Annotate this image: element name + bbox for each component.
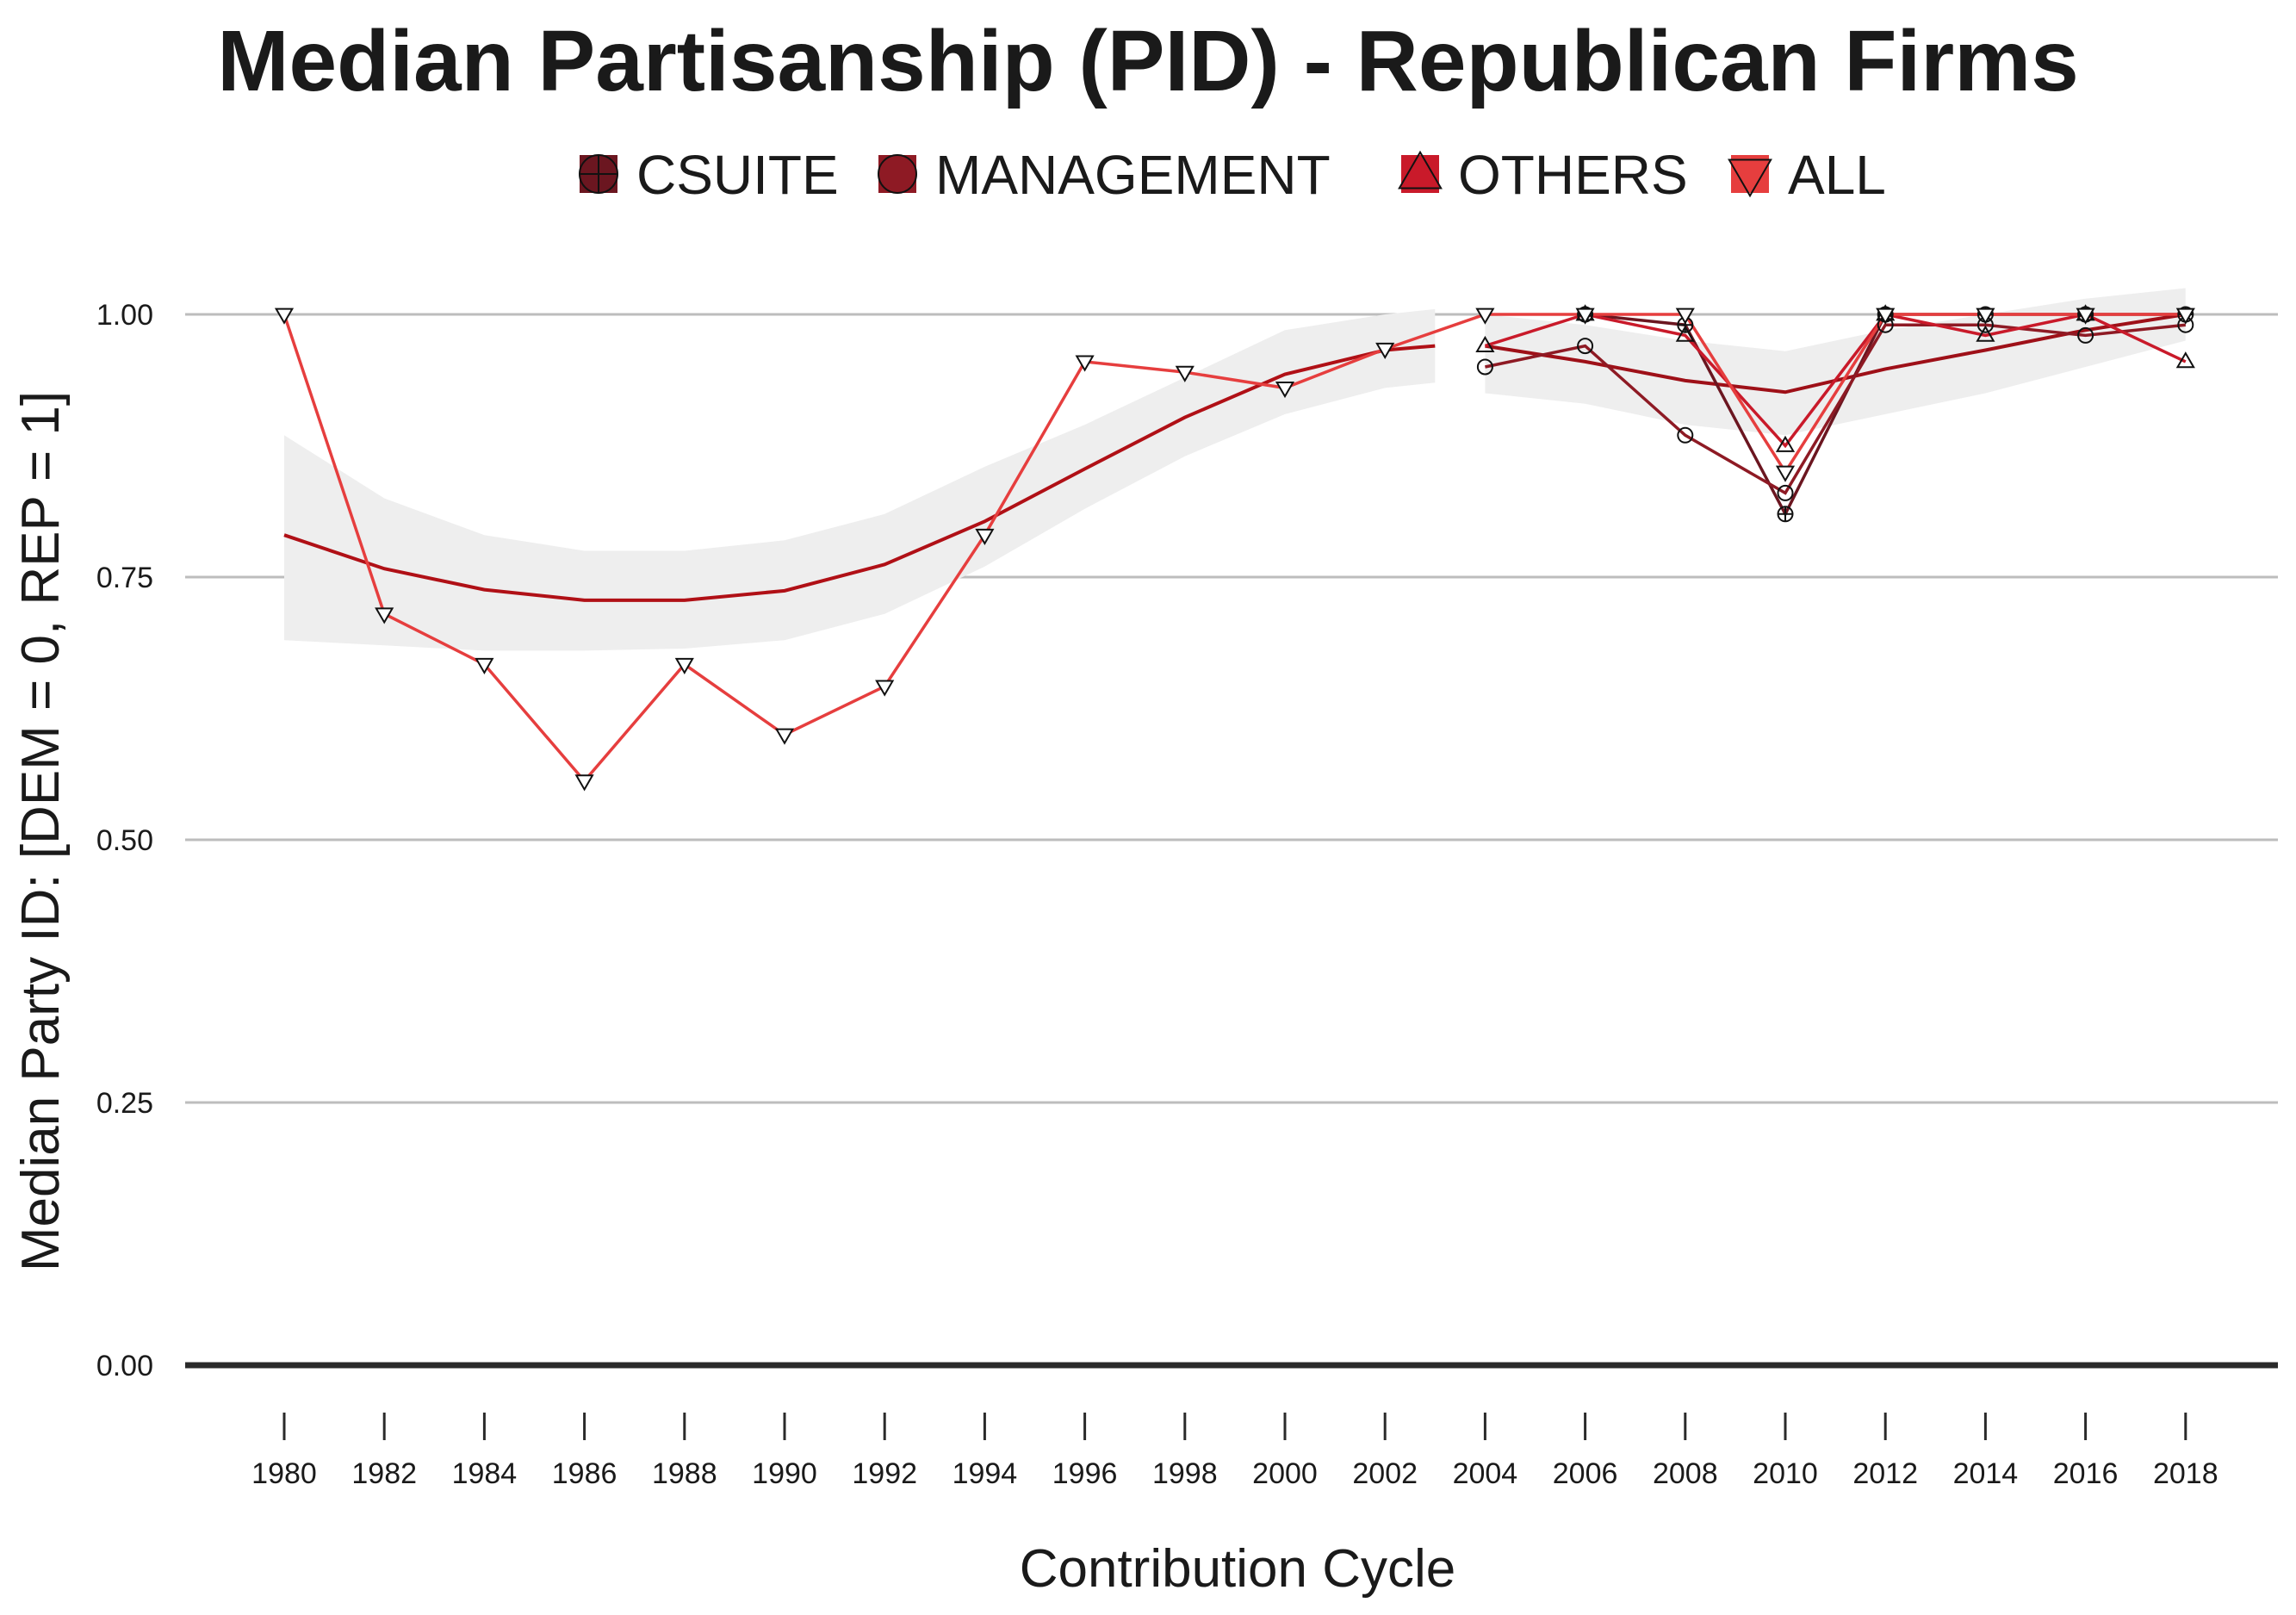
legend-label-csuite: CSUITE: [636, 144, 839, 206]
point-management: [1677, 426, 1694, 444]
smooth-bands: [284, 288, 2186, 651]
x-tick-label: 1986: [552, 1457, 617, 1490]
point-all: [875, 680, 895, 697]
y-tick-label: 0.75: [96, 562, 153, 594]
point-all: [1876, 307, 1896, 325]
x-tick-label: 1994: [953, 1457, 1018, 1490]
x-tick-label: 2016: [2053, 1457, 2119, 1490]
x-tick-label: 1988: [652, 1457, 717, 1490]
point-all: [274, 307, 295, 325]
y-axis-title: Median Party ID: [DEM = 0, REP = 1]: [11, 391, 71, 1271]
point-others: [1475, 335, 1495, 352]
point-management: [1476, 358, 1493, 376]
smooth-late-band: [1485, 288, 2186, 436]
legend-label-others: OTHERS: [1458, 144, 1688, 206]
point-all: [2175, 307, 2195, 325]
legend-swatch-management: [878, 155, 916, 193]
x-tick-label: 2006: [1553, 1457, 1618, 1490]
x-tick-label: 2008: [1653, 1457, 1718, 1490]
x-tick-label: 1984: [452, 1457, 518, 1490]
point-others: [2175, 351, 2195, 369]
x-axis-title: Contribution Cycle: [1020, 1539, 1456, 1599]
point-all: [1675, 307, 1695, 325]
series-others-line: [1484, 313, 2187, 449]
point-others: [1675, 325, 1695, 342]
x-tick-label: 2010: [1753, 1457, 1818, 1490]
y-axis-ticks: 0.00 0.25 0.50 0.75 1.00: [96, 299, 153, 1382]
y-tick-label: 1.00: [96, 299, 153, 332]
point-all: [1475, 307, 1495, 325]
legend-label-management: MANAGEMENT: [935, 144, 1331, 206]
point-management: [2077, 326, 2094, 344]
smooth-early-line: [283, 344, 1436, 602]
point-others: [1976, 325, 1995, 342]
point-others: [1775, 435, 1796, 452]
series-points: [274, 304, 2195, 792]
legend: CSUITE MANAGEMENT OTHERS ALL: [579, 144, 1886, 206]
x-tick-label: 1980: [251, 1457, 317, 1490]
x-tick-label: 1998: [1152, 1457, 1218, 1490]
point-all: [574, 774, 594, 792]
legend-marker-others: [1398, 150, 1443, 189]
point-all: [774, 728, 795, 745]
x-tick-label: 1990: [752, 1457, 817, 1490]
point-all: [1375, 342, 1395, 360]
point-management: [1577, 338, 1594, 355]
point-all: [674, 657, 694, 675]
legend-marker-all: [1728, 158, 1772, 198]
x-tick-label: 2012: [1852, 1457, 1918, 1490]
x-tick-label: 2004: [1453, 1457, 1518, 1490]
point-all: [375, 607, 394, 624]
point-all: [2076, 307, 2095, 325]
x-tick-label: 2018: [2153, 1457, 2218, 1490]
y-tick-label: 0.50: [96, 824, 153, 857]
point-management: [1777, 484, 1794, 501]
y-tick-label: 0.00: [96, 1350, 153, 1382]
chart-title: Median Partisanship (PID) - Republican F…: [217, 13, 2078, 109]
point-all: [1275, 382, 1295, 399]
y-tick-label: 0.25: [96, 1087, 153, 1120]
x-tick-label: 2014: [1953, 1457, 2019, 1490]
x-tick-label: 1982: [351, 1457, 417, 1490]
smooth-early-band: [284, 308, 1436, 651]
x-tick-label: 2000: [1252, 1457, 1318, 1490]
legend-label-all: ALL: [1788, 144, 1886, 206]
point-all: [1075, 355, 1095, 372]
series-management-line: [1485, 323, 2186, 495]
legend-marker-management: [878, 154, 917, 194]
x-axis-ticks: 1980 1982 1984 1986 1988 1990 1992 1994 1996 1998…: [251, 1413, 2218, 1490]
point-all: [975, 528, 995, 545]
series-all-line: [282, 313, 2186, 784]
x-tick-label: 1992: [852, 1457, 917, 1490]
x-tick-label: 1996: [1052, 1457, 1118, 1490]
point-all: [475, 657, 494, 675]
point-all: [1775, 465, 1796, 482]
x-tick-label: 2002: [1352, 1457, 1418, 1490]
point-all: [1575, 307, 1595, 325]
point-all: [1175, 365, 1195, 382]
point-all: [1976, 307, 1995, 325]
